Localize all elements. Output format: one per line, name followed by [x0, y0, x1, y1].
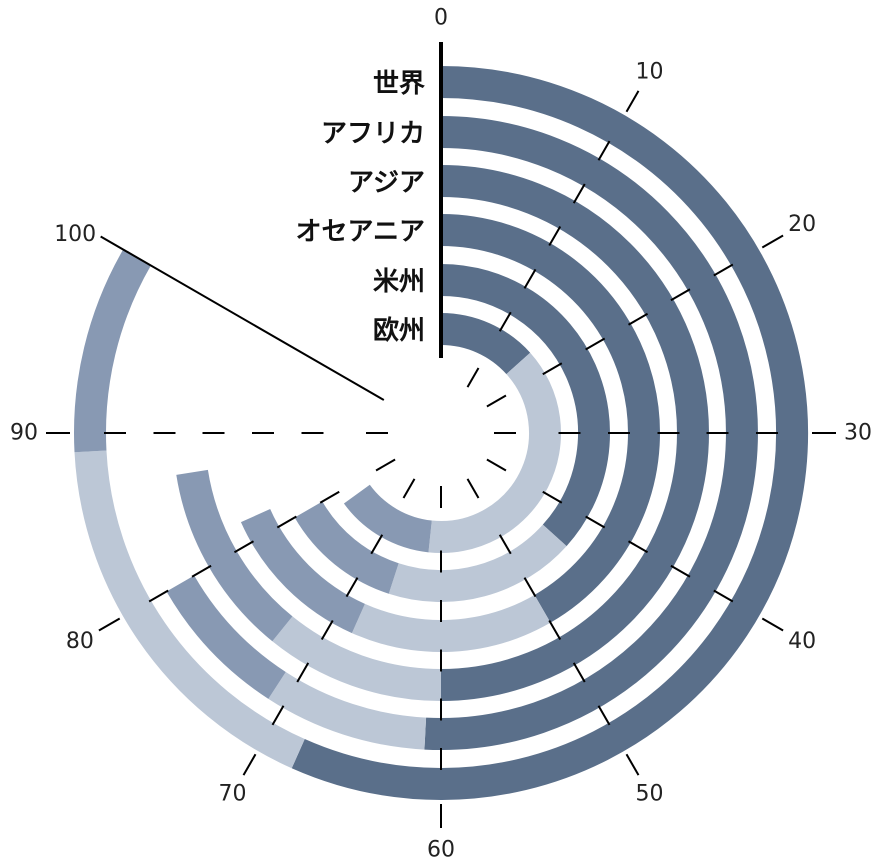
tick-mark: [761, 234, 784, 249]
tick-mark: [761, 617, 784, 632]
ring-segment: [440, 313, 531, 375]
tick-mark: [542, 490, 563, 504]
ring-segment: [74, 450, 305, 769]
tick-mark: [402, 478, 416, 499]
ring-segment: [440, 165, 709, 701]
tick-mark: [242, 753, 257, 776]
ring-segment: [343, 484, 433, 553]
category-label: 欧州: [373, 315, 425, 346]
category-label: 米州: [373, 267, 425, 297]
ring-segment: [268, 671, 427, 750]
tick-mark: [523, 577, 537, 598]
tick-mark: [625, 753, 640, 776]
tick-mark: [370, 534, 384, 555]
tick-mark: [597, 140, 611, 161]
tick-mark: [542, 362, 563, 376]
tick-label: 0: [434, 6, 448, 31]
tick-mark: [585, 337, 606, 351]
ring-segment: [440, 264, 610, 547]
ring-segment: [176, 469, 293, 642]
tick-mark: [713, 589, 734, 603]
tick-mark: [627, 312, 649, 326]
ring-segment: [291, 66, 808, 800]
tick-mark: [191, 564, 212, 578]
tick-mark: [597, 705, 611, 726]
ring-segment: [74, 249, 151, 453]
tick-mark: [625, 90, 640, 113]
tick-mark: [319, 490, 340, 504]
ring-segment: [388, 524, 567, 602]
tick-mark: [523, 268, 537, 289]
tick-label: 30: [844, 421, 872, 446]
ring-segment: [166, 575, 286, 699]
tick-label: 40: [788, 629, 816, 654]
tick-mark: [271, 705, 285, 726]
tick-mark: [486, 394, 507, 408]
tick-label: 50: [636, 782, 664, 807]
tick-label: 10: [636, 59, 664, 84]
tick-group: 0 10 20 30 40 50 60 70 80 90 100: [10, 6, 872, 863]
tick-mark: [466, 478, 480, 499]
tick-mark: [670, 564, 691, 578]
ring-group: [74, 66, 808, 800]
tick-mark: [713, 263, 734, 277]
tick-mark: [345, 577, 359, 598]
tick-mark: [276, 515, 297, 529]
ring-segment: [440, 214, 660, 623]
tick-mark: [572, 662, 586, 683]
tick-mark: [498, 311, 512, 332]
ring-segment: [428, 352, 561, 553]
tick-label: 20: [788, 212, 816, 237]
tick-mark: [148, 589, 169, 603]
tick-mark: [233, 540, 255, 554]
tick-mark: [627, 540, 649, 554]
tick-mark: [572, 183, 586, 204]
ring-segment: [424, 116, 758, 750]
tick-mark: [296, 662, 310, 683]
tick-mark: [486, 458, 507, 472]
tick-mark: [98, 617, 121, 632]
ring-segment: [240, 508, 366, 634]
tick-mark: [320, 619, 334, 641]
tick-mark: [498, 534, 512, 555]
tick-label: 90: [10, 421, 38, 446]
tick-label: 100: [54, 222, 96, 247]
tick-mark: [670, 288, 691, 302]
tick-mark: [548, 619, 562, 641]
tick-mark: [585, 515, 606, 529]
ring-segment: [351, 594, 551, 652]
ring-segment: [272, 616, 442, 701]
ring-segment: [294, 501, 400, 594]
tick-label: 80: [66, 629, 94, 654]
tick-label: 70: [219, 782, 247, 807]
category-label: アジア: [348, 168, 425, 198]
tick-mark: [548, 225, 562, 247]
tick-label: 60: [427, 838, 455, 863]
tick-mark: [375, 458, 396, 472]
category-label: オセアニア: [296, 217, 425, 247]
category-label: 世界: [373, 69, 425, 99]
end-axis-line: [100, 235, 385, 401]
category-label: アフリカ: [321, 119, 425, 149]
tick-mark: [466, 367, 480, 388]
